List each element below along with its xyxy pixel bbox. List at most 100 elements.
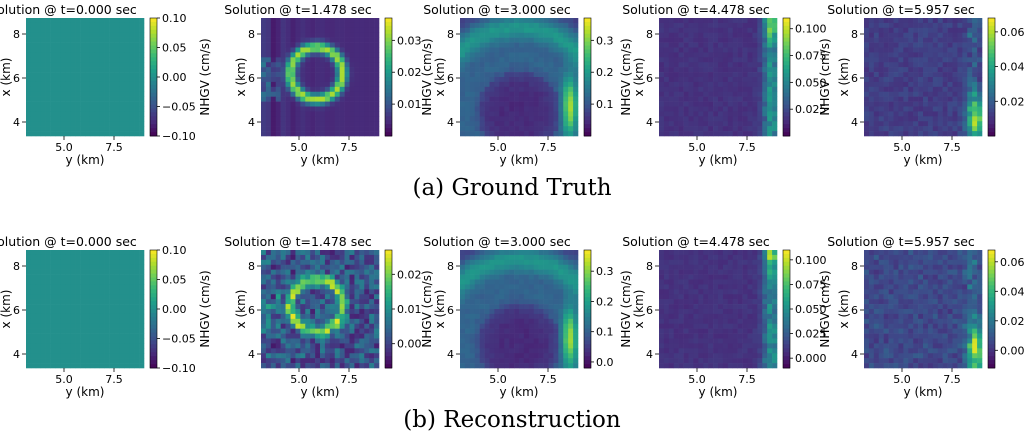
heatmap-cell	[295, 264, 301, 270]
heatmap-cell	[354, 318, 360, 325]
heatmap-cell	[563, 111, 569, 117]
heatmap-cell	[563, 72, 569, 78]
heatmap-cell	[703, 96, 709, 102]
heatmap-cell	[339, 279, 345, 285]
heatmap-cell	[683, 131, 689, 137]
heatmap-cell	[55, 254, 61, 261]
heatmap-cell	[315, 279, 321, 285]
heatmap-cell	[903, 72, 909, 78]
heatmap-cell	[119, 348, 125, 354]
heatmap-cell	[280, 18, 286, 24]
heatmap-cell	[295, 27, 301, 34]
heatmap-cell	[65, 338, 71, 344]
heatmap-cell	[26, 299, 32, 305]
heatmap-cell	[972, 81, 978, 88]
heatmap-cell	[139, 32, 145, 38]
heatmap-cell	[703, 52, 709, 58]
heatmap-cell	[494, 111, 500, 117]
heatmap-cell	[265, 22, 272, 29]
heatmap-cell	[947, 27, 953, 34]
heatmap-cell	[300, 52, 306, 58]
heatmap-cell	[713, 18, 719, 24]
heatmap-cell	[30, 259, 37, 266]
heatmap-cell	[35, 289, 42, 295]
heatmap-cell	[713, 121, 719, 127]
colorbar-segment	[385, 289, 392, 294]
heatmap-cell	[295, 343, 301, 349]
heatmap-cell	[35, 279, 42, 285]
heatmap-cell	[305, 126, 311, 132]
heatmap-cell	[659, 62, 665, 68]
heatmap-cell	[489, 22, 495, 29]
colorbar-segment	[385, 33, 392, 39]
heatmap-cell	[275, 338, 281, 344]
heatmap-cell	[50, 57, 56, 63]
heatmap-cell	[320, 101, 326, 107]
heatmap-cell	[962, 121, 968, 127]
heatmap-cell	[285, 348, 291, 354]
heatmap-cell	[261, 309, 267, 315]
heatmap-cell	[538, 22, 544, 29]
heatmap-cell	[942, 101, 948, 107]
heatmap-cell	[30, 264, 37, 270]
heatmap-cell	[324, 32, 331, 38]
heatmap-cell	[324, 264, 331, 270]
heatmap-cell	[265, 264, 272, 270]
heatmap-cell	[305, 86, 311, 93]
heatmap-cell	[504, 77, 510, 83]
heatmap-cell	[270, 52, 277, 58]
heatmap-cell	[742, 77, 748, 83]
heatmap-cell	[55, 101, 61, 107]
heatmap-cell	[693, 62, 699, 68]
colorbar-segment	[150, 128, 157, 133]
heatmap-cell	[104, 72, 110, 78]
heatmap-cell	[668, 131, 675, 137]
heatmap-cell	[494, 304, 500, 310]
heatmap-cell	[727, 101, 734, 107]
heatmap-cell	[65, 353, 71, 359]
heatmap-cell	[752, 18, 758, 24]
heatmap-cell	[767, 37, 773, 43]
heatmap-cell	[45, 299, 51, 305]
heatmap-cell	[94, 42, 101, 48]
heatmap-cell	[305, 111, 311, 117]
heatmap-cell	[573, 106, 579, 112]
heatmap-cell	[732, 96, 738, 102]
heatmap-cell	[35, 299, 42, 305]
heatmap-cell	[708, 47, 714, 53]
heatmap-cell	[109, 313, 115, 320]
heatmap-cell	[772, 101, 778, 107]
heatmap-cell	[528, 323, 535, 329]
heatmap-cell	[261, 304, 267, 310]
heatmap-cell	[908, 111, 914, 117]
heatmap-cell	[50, 289, 56, 295]
heatmap-cell	[543, 264, 549, 270]
heatmap-cell	[55, 111, 61, 117]
heatmap-cell	[280, 32, 286, 38]
heatmap-cell	[742, 32, 748, 38]
heatmap-cell	[673, 18, 679, 24]
heatmap-cell	[280, 116, 286, 122]
heatmap-cell	[528, 27, 535, 34]
heatmap-cell	[349, 27, 355, 34]
heatmap-cell	[747, 81, 753, 88]
heatmap-cell	[474, 42, 480, 48]
heatmap-cell	[339, 81, 345, 88]
heatmap-cell	[300, 269, 306, 275]
heatmap-cell	[494, 264, 500, 270]
heatmap-cell	[99, 289, 105, 295]
heatmap-cell	[80, 72, 86, 78]
heatmap-cell	[35, 121, 42, 127]
heatmap-cell	[573, 274, 579, 280]
heatmap-cell	[469, 37, 476, 43]
heatmap-cell	[952, 77, 958, 83]
heatmap-cell	[673, 121, 679, 127]
heatmap-cell	[460, 57, 466, 63]
heatmap-cell	[474, 264, 480, 270]
heatmap-cell	[494, 27, 500, 34]
heatmap-cell	[873, 62, 880, 68]
heatmap-cell	[460, 250, 466, 256]
heatmap-cell	[114, 67, 120, 73]
heatmap-cell	[139, 358, 145, 364]
heatmap-cell	[533, 284, 539, 290]
